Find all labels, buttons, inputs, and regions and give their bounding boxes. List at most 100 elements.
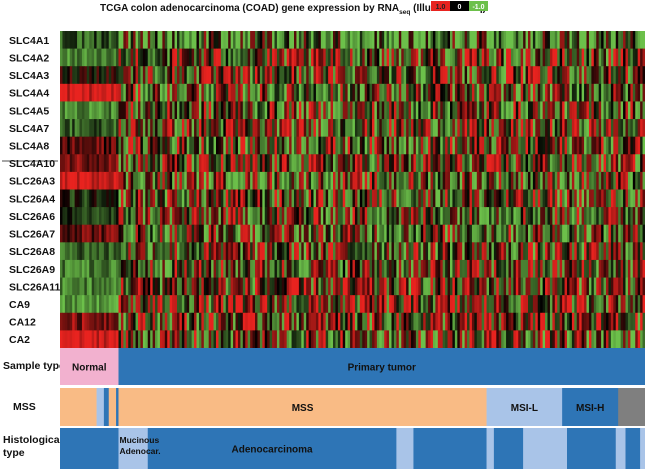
heat-cell <box>323 101 327 120</box>
heat-cell <box>306 312 310 331</box>
heat-cell <box>554 101 558 120</box>
heat-cell <box>128 171 132 190</box>
heat-cell <box>411 48 414 67</box>
heat-cell <box>620 189 624 208</box>
gene-label-slc4a8: SLC4A8 <box>9 141 49 153</box>
heat-cell <box>493 171 497 190</box>
heat-cell <box>574 330 578 349</box>
heat-cell <box>213 242 217 261</box>
heat-cell <box>569 259 573 278</box>
heat-cell <box>94 101 97 120</box>
heat-cell <box>591 312 595 331</box>
heat-cell <box>272 101 275 120</box>
heat-cell <box>508 207 512 226</box>
heat-cell <box>354 31 358 50</box>
heat-cell <box>367 136 370 155</box>
heat-cell <box>220 189 224 208</box>
heat-cell <box>430 171 434 190</box>
heat-cell <box>259 119 263 138</box>
heat-cell <box>447 259 451 278</box>
heat-cell <box>230 207 234 226</box>
heat-cell <box>264 171 268 190</box>
heat-cell <box>545 277 548 296</box>
heat-cell <box>142 101 146 120</box>
heat-cell <box>408 295 412 314</box>
heat-cell <box>91 171 95 190</box>
heat-cell <box>289 171 292 190</box>
heat-cell <box>576 330 580 349</box>
heat-cell <box>262 295 266 314</box>
heat-cell <box>552 31 556 50</box>
heat-cell <box>474 207 478 226</box>
heat-cell <box>403 259 407 278</box>
heat-cell <box>476 295 480 314</box>
heat-cell <box>274 171 278 190</box>
heat-cell <box>118 259 122 278</box>
heat-cell <box>335 48 339 67</box>
heat-cell <box>406 242 409 261</box>
heat-cell <box>181 171 185 190</box>
heat-cell <box>362 101 366 120</box>
heat-cell <box>359 154 363 173</box>
heat-cell <box>135 330 139 349</box>
heat-cell <box>479 66 483 85</box>
heat-cell <box>535 48 539 67</box>
heat-cell <box>272 242 275 261</box>
heat-cell <box>86 31 90 50</box>
heat-cell <box>330 259 334 278</box>
heat-cell <box>311 136 314 155</box>
heat-cell <box>198 154 202 173</box>
heat-cell <box>586 277 590 296</box>
heat-cell <box>225 312 229 331</box>
heat-cell <box>311 83 314 102</box>
heat-cell <box>532 136 536 155</box>
heat-cell <box>174 171 178 190</box>
heat-cell <box>540 189 544 208</box>
heat-cell <box>91 31 95 50</box>
heat-cell <box>211 330 214 349</box>
heat-cell <box>147 312 151 331</box>
heat-cell <box>240 83 244 102</box>
heat-cell <box>606 312 609 331</box>
heat-cell <box>155 312 158 331</box>
heat-cell <box>567 48 570 67</box>
heat-cell <box>615 83 619 102</box>
heat-cell <box>142 207 146 226</box>
heat-cell <box>181 31 185 50</box>
heat-cell <box>562 66 565 85</box>
heat-cell <box>167 242 171 261</box>
heat-cell <box>486 154 490 173</box>
heat-cell <box>96 31 100 50</box>
heat-cell <box>184 242 188 261</box>
heat-cell <box>486 207 490 226</box>
heat-cell <box>198 277 202 296</box>
heat-cell <box>425 171 429 190</box>
heat-cell <box>257 119 261 138</box>
heat-cell <box>579 48 583 67</box>
heat-cell <box>437 119 441 138</box>
heat-cell <box>240 312 244 331</box>
heat-cell <box>528 312 531 331</box>
heat-cell <box>442 242 446 261</box>
heat-cell <box>94 277 97 296</box>
heat-cell <box>298 207 302 226</box>
heat-cell <box>113 154 117 173</box>
heat-cell <box>530 330 534 349</box>
heat-cell <box>103 189 107 208</box>
heat-cell <box>62 312 66 331</box>
heat-cell <box>296 259 300 278</box>
heat-cell <box>315 83 319 102</box>
heat-cell <box>518 259 522 278</box>
heat-cell <box>640 259 643 278</box>
heat-cell <box>506 83 509 102</box>
heat-cell <box>218 259 222 278</box>
heat-cell <box>103 295 107 314</box>
heat-cell <box>272 66 275 85</box>
heat-cell <box>396 224 400 243</box>
heat-cell <box>562 242 565 261</box>
heat-cell <box>620 66 624 85</box>
heat-cell <box>384 207 388 226</box>
heat-cell <box>77 189 80 208</box>
heat-cell <box>340 101 344 120</box>
heat-cell <box>342 48 346 67</box>
